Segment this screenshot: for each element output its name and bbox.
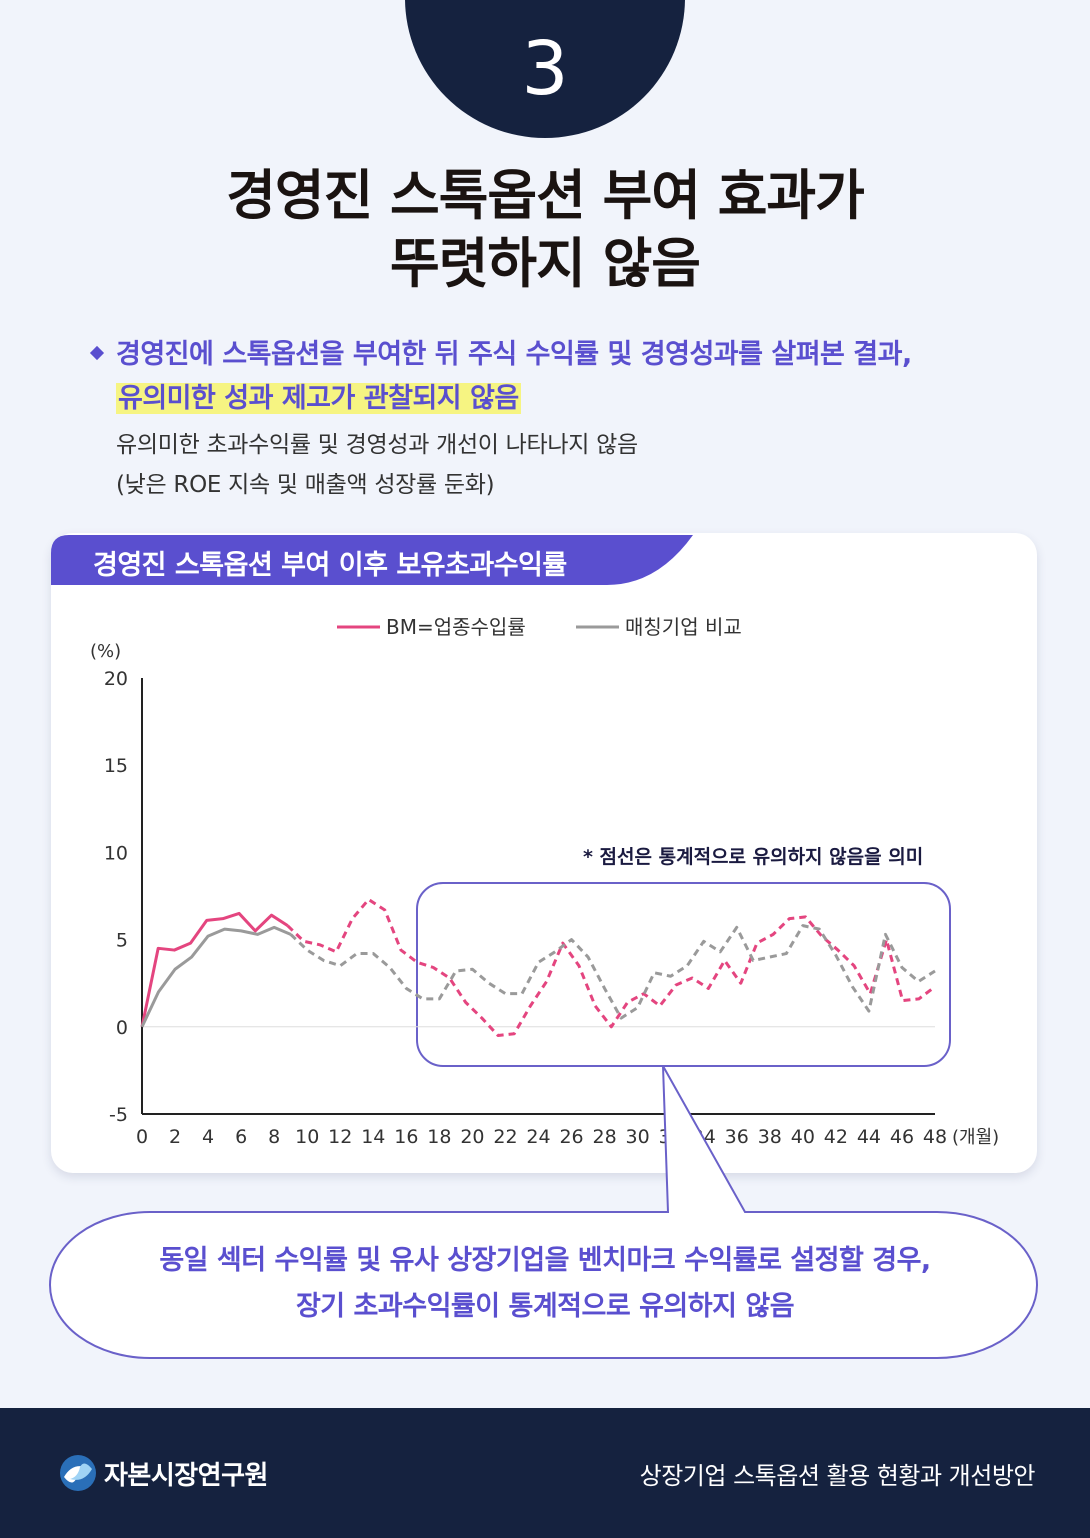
report-title: 상장기업 스톡옵션 활용 현황과 개선방안 — [639, 1462, 1036, 1490]
page-number: 3 — [521, 26, 569, 112]
callout-line2: 장기 초과수익률이 통계적으로 유의하지 않음 — [295, 1291, 795, 1322]
page-title: 경영진 스톡옵션 부여 효과가 뚜렷하지 않음 — [0, 162, 1090, 298]
x-tick-label: 12 — [328, 1126, 352, 1148]
x-tick-label: 30 — [626, 1126, 650, 1148]
chart-axes: 20151050-5024681012141618202224262830323… — [104, 668, 947, 1148]
chart-series — [140, 897, 936, 1038]
page-title-line1: 경영진 스톡옵션 부여 효과가 — [226, 164, 865, 227]
series-bm-solid-line — [140, 911, 289, 1028]
org-logo-icon — [60, 1455, 96, 1491]
summary-detail-line2: (낮은 ROE 지속 및 매출액 성장률 둔화) — [116, 472, 495, 498]
x-tick-label: 22 — [493, 1126, 517, 1148]
summary-highlight: 유의미한 성과 제고가 관찰되지 않음 — [116, 383, 521, 414]
x-tick-label: 48 — [923, 1126, 947, 1148]
callout-text: 동일 섹터 수익률 및 유사 상장기업을 벤치마크 수익률로 설정할 경우, 장… — [55, 1238, 1035, 1330]
summary-detail-line1: 유의미한 초과수익률 및 경영성과 개선이 나타나지 않음 — [116, 432, 638, 458]
x-tick-label: 36 — [725, 1126, 749, 1148]
org-name: 자본시장연구원 — [104, 1461, 268, 1491]
x-tick-label: 26 — [559, 1126, 583, 1148]
chart-title-tab-shape — [51, 535, 699, 589]
footer: 자본시장연구원 상장기업 스톡옵션 활용 현황과 개선방안 — [0, 1408, 1090, 1538]
x-tick-label: 4 — [202, 1126, 214, 1148]
legend-label-bm: BM=업종수입률 — [386, 615, 526, 639]
x-tick-label: 16 — [394, 1126, 418, 1148]
page-title-line2: 뚜렷하지 않음 — [390, 232, 701, 295]
x-tick-label: 0 — [136, 1126, 148, 1148]
legend-label-matching: 매칭기업 비교 — [625, 615, 742, 639]
chart-note: * 점선은 통계적으로 유의하지 않음을 의미 — [583, 846, 923, 868]
x-tick-label: 46 — [890, 1126, 914, 1148]
x-tick-label: 14 — [361, 1126, 385, 1148]
x-tick-label: 40 — [791, 1126, 815, 1148]
y-tick-label: -5 — [109, 1104, 128, 1126]
x-tick-label: 8 — [268, 1126, 280, 1148]
x-tick-label: 18 — [427, 1126, 451, 1148]
summary-detail: 유의미한 초과수익률 및 경영성과 개선이 나타나지 않음 (낮은 ROE 지속… — [116, 425, 1036, 505]
y-tick-label: 10 — [104, 842, 128, 864]
y-tick-label: 20 — [104, 668, 128, 690]
x-tick-label: 6 — [235, 1126, 247, 1148]
x-tick-label: 24 — [526, 1126, 550, 1148]
chart-title: 경영진 스톡옵션 부여 이후 보유초과수익률 — [93, 550, 567, 581]
x-tick-label: 2 — [169, 1126, 181, 1148]
x-tick-label: 20 — [460, 1126, 484, 1148]
summary-bullet-line1: 경영진에 스톡옵션을 부여한 뒤 주식 수익률 및 경영성과를 살펴본 결과, — [116, 339, 912, 370]
y-tick-label: 15 — [104, 755, 128, 777]
x-tick-label: 10 — [295, 1126, 319, 1148]
y-axis-unit-label: (%) — [90, 641, 121, 662]
x-tick-label: 44 — [857, 1126, 881, 1148]
x-tick-label: 38 — [758, 1126, 782, 1148]
callout-line1: 동일 섹터 수익률 및 유사 상장기업을 벤치마크 수익률로 설정할 경우, — [159, 1245, 931, 1276]
series-bm-dashed-line — [286, 897, 936, 1038]
x-axis-unit-label: (개월) — [952, 1127, 999, 1148]
y-tick-label: 5 — [116, 930, 128, 952]
x-tick-label: 42 — [824, 1126, 848, 1148]
callout-bubble — [49, 1065, 1038, 1359]
insignificant-region-box — [416, 882, 951, 1067]
summary-bullet: 경영진에 스톡옵션을 부여한 뒤 주식 수익률 및 경영성과를 살펴본 결과, … — [88, 333, 1048, 421]
x-tick-label: 28 — [592, 1126, 616, 1148]
series-matching-solid-line — [140, 925, 292, 1028]
y-tick-label: 0 — [116, 1017, 128, 1039]
chart-title-tab: 경영진 스톡옵션 부여 이후 보유초과수익률 — [51, 535, 699, 590]
